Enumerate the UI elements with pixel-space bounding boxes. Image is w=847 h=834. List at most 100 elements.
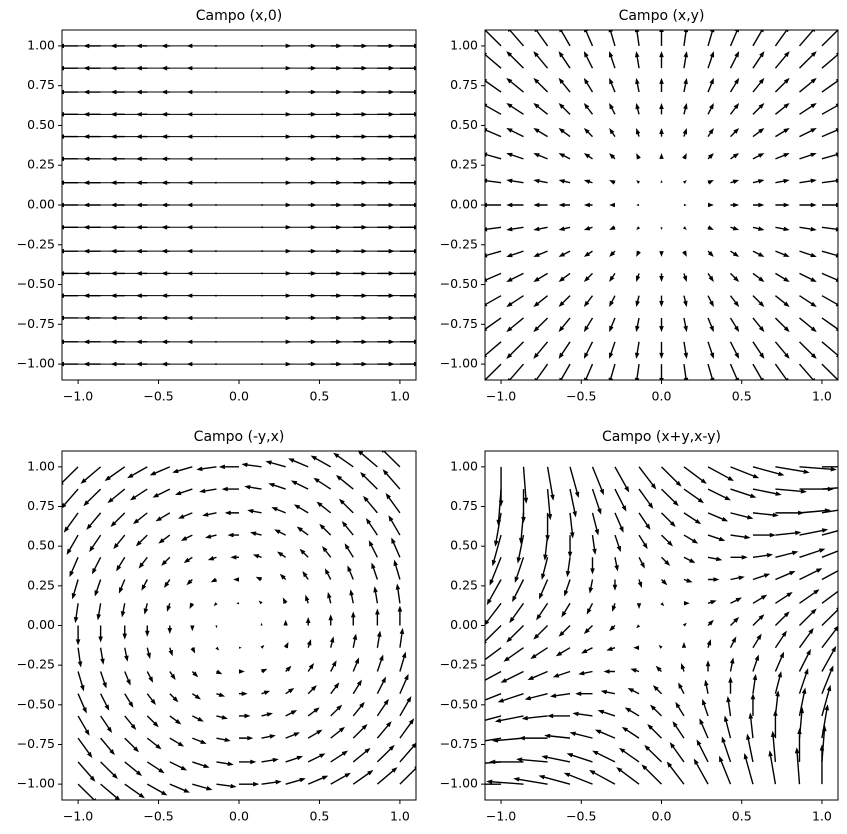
arrow <box>533 363 549 380</box>
arrow <box>635 77 640 93</box>
arrow <box>161 248 170 254</box>
arrow <box>558 128 571 138</box>
arrow <box>730 153 740 160</box>
arrow <box>682 226 687 231</box>
arrow <box>135 534 148 547</box>
arrow <box>707 30 715 47</box>
x-tick-label: 0.0 <box>229 809 249 824</box>
arrow <box>216 692 226 697</box>
arrow <box>496 489 502 526</box>
arrow <box>588 579 594 594</box>
arrow <box>335 474 354 490</box>
arrow <box>606 646 616 651</box>
arrow <box>118 579 126 594</box>
arrow <box>798 687 807 717</box>
arrow <box>614 488 627 512</box>
arrow <box>352 770 374 785</box>
y-tick-label: 0.75 <box>27 498 55 513</box>
arrow <box>186 579 193 586</box>
arrow <box>385 493 401 514</box>
arrow <box>775 530 802 536</box>
arrow <box>124 715 137 731</box>
arrow <box>239 735 254 741</box>
arrow <box>399 43 416 49</box>
arrow <box>752 272 765 282</box>
arrow <box>589 770 616 785</box>
arrow <box>192 761 210 768</box>
arrow <box>489 759 524 765</box>
arrow <box>110 202 125 208</box>
arrow <box>69 557 79 578</box>
arrow <box>798 668 809 694</box>
arrow <box>377 43 395 49</box>
arrow <box>330 750 349 763</box>
arrow <box>775 202 790 208</box>
arrow <box>774 341 790 359</box>
arrow <box>135 65 148 71</box>
arrow <box>144 625 150 637</box>
arrow <box>821 466 838 468</box>
arrow <box>127 466 148 479</box>
arrow <box>775 570 796 581</box>
arrow <box>614 534 622 553</box>
arrow <box>216 761 234 767</box>
arrow <box>774 102 790 115</box>
arrow <box>110 271 125 276</box>
arrow <box>213 90 217 94</box>
y-tick-label: −0.75 <box>440 736 478 751</box>
arrow <box>506 102 524 115</box>
arrow <box>377 293 395 298</box>
y-tick-label: 0.00 <box>27 197 55 212</box>
x-tick-label: −1.0 <box>63 809 93 824</box>
arrow <box>399 271 416 276</box>
arrow <box>609 225 616 231</box>
arrow <box>308 248 317 254</box>
arrow <box>135 361 148 367</box>
arrow <box>376 767 398 785</box>
arrow <box>285 687 295 695</box>
arrow <box>661 466 682 487</box>
arrow <box>774 630 787 649</box>
arrow <box>752 363 765 380</box>
arrow <box>329 636 335 648</box>
x-tick-label: −1.0 <box>486 809 516 824</box>
arrow <box>285 293 292 298</box>
arrow <box>752 512 779 518</box>
arrow <box>129 488 148 501</box>
arrow <box>558 363 571 380</box>
arrow <box>285 89 292 95</box>
arrow <box>563 579 571 597</box>
arrow <box>821 250 838 258</box>
arrow <box>558 341 571 359</box>
arrow <box>261 340 265 343</box>
arrow <box>341 520 354 536</box>
y-tick-label: 0.25 <box>27 577 55 592</box>
arrow <box>497 693 524 703</box>
arrow <box>666 761 685 785</box>
arrow <box>683 534 699 544</box>
arrow <box>621 726 640 739</box>
x-tick-label: 0.5 <box>310 389 330 404</box>
arrow <box>719 755 732 785</box>
arrow <box>261 226 265 229</box>
arrow <box>533 51 549 69</box>
arrow <box>616 767 640 785</box>
arrow <box>83 224 101 230</box>
arrow <box>748 712 754 739</box>
y-tick-label: −0.75 <box>17 736 55 751</box>
arrow <box>485 272 502 282</box>
arrow <box>627 687 640 695</box>
arrow <box>603 669 615 674</box>
arrow <box>365 518 378 536</box>
arrow <box>330 112 343 117</box>
arrow <box>307 707 320 717</box>
y-tick-label: 0.00 <box>27 617 55 632</box>
arrow <box>775 510 805 516</box>
arrow <box>609 128 616 137</box>
arrow <box>261 294 265 297</box>
arrow <box>316 501 332 514</box>
arrow <box>752 226 765 231</box>
arrow <box>307 685 317 695</box>
x-tick-label: −0.5 <box>566 389 596 404</box>
arrow <box>821 545 838 558</box>
